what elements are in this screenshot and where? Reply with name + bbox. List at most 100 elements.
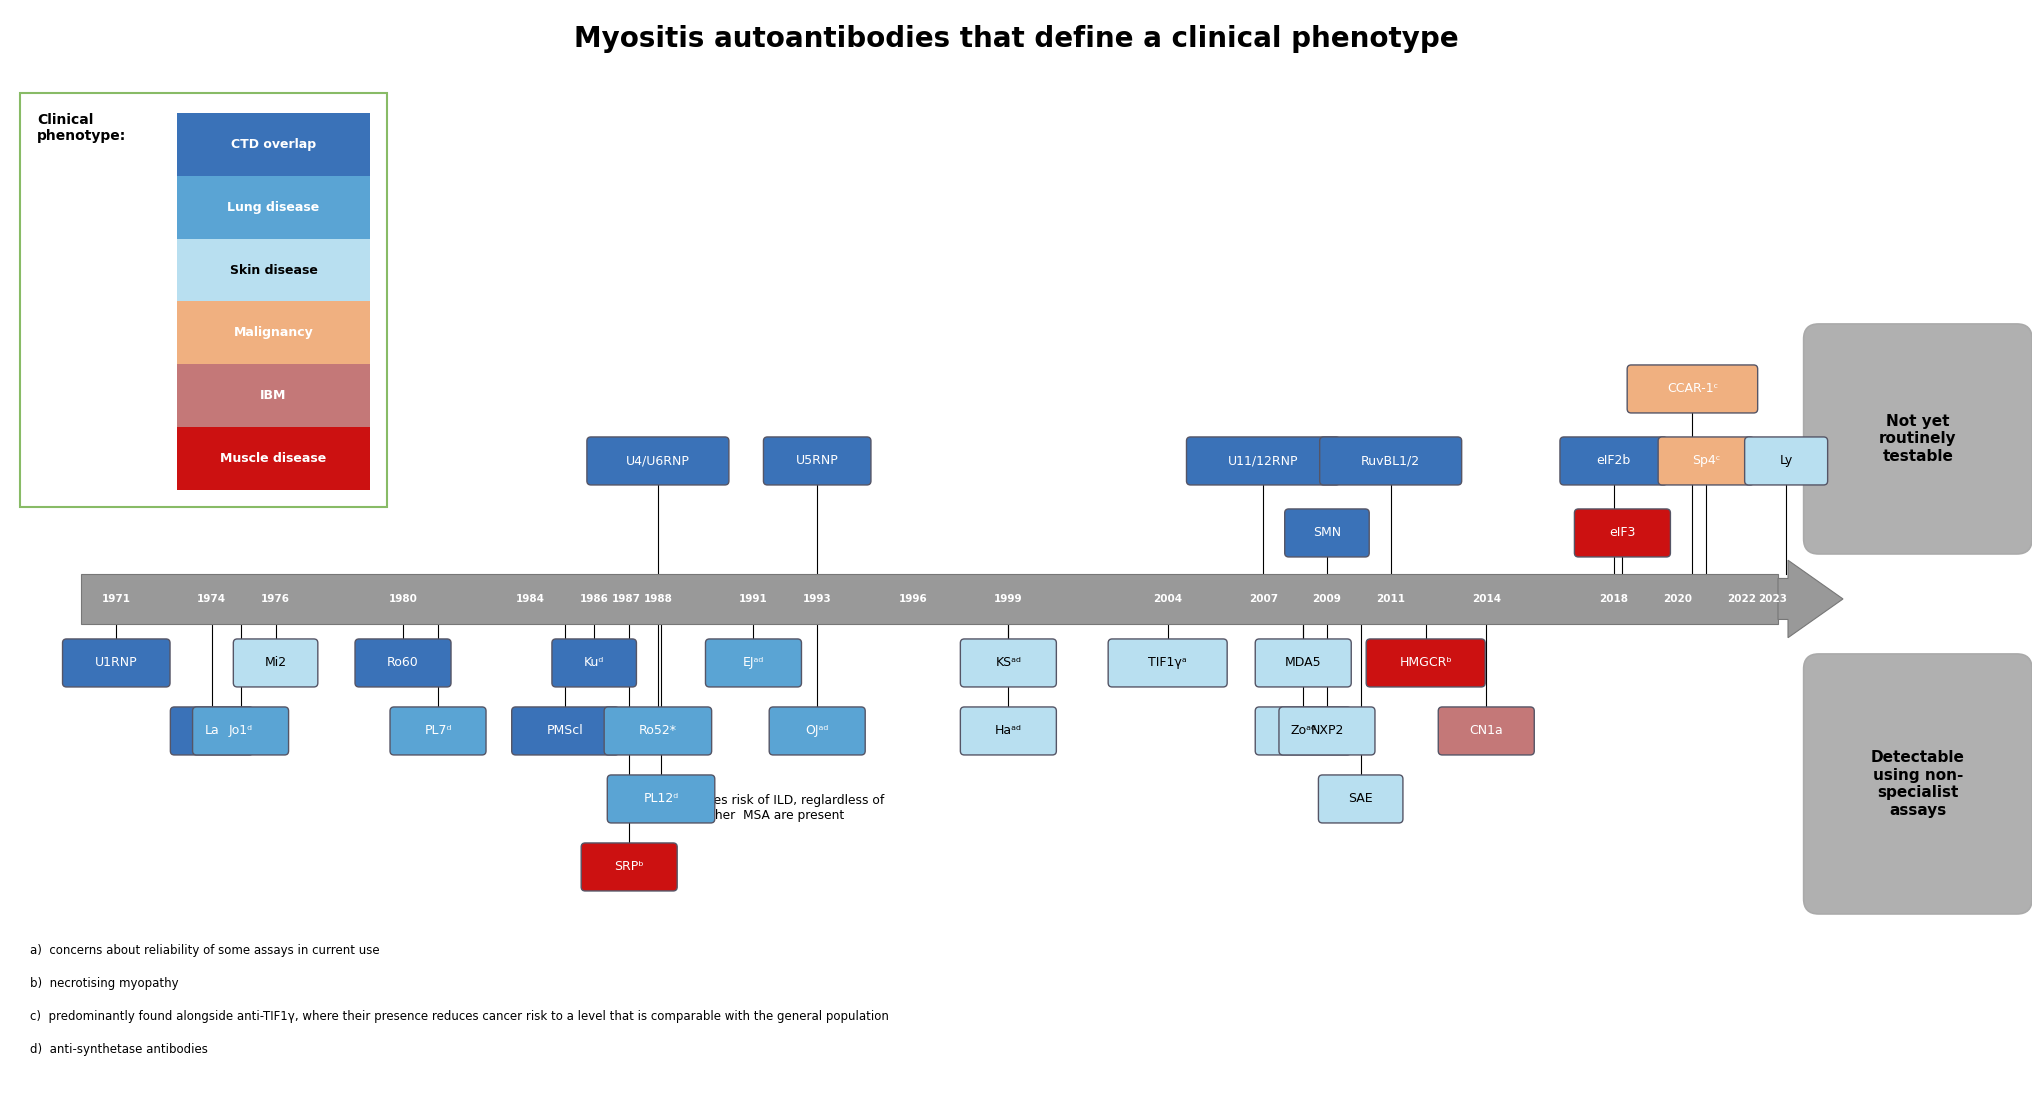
Text: 1996: 1996	[898, 593, 927, 604]
FancyBboxPatch shape	[1284, 509, 1370, 557]
FancyBboxPatch shape	[764, 437, 872, 485]
Text: Malignancy: Malignancy	[234, 326, 313, 340]
FancyBboxPatch shape	[1575, 509, 1670, 557]
Text: 2011: 2011	[1376, 593, 1406, 604]
Text: SAE: SAE	[1349, 792, 1374, 806]
Text: La: La	[205, 724, 219, 737]
Text: Myositis autoantibodies that define a clinical phenotype: Myositis autoantibodies that define a cl…	[573, 25, 1459, 53]
Text: Ly: Ly	[1780, 455, 1792, 467]
Text: 2022: 2022	[1727, 593, 1756, 604]
FancyBboxPatch shape	[553, 639, 636, 687]
Text: a)  concerns about reliability of some assays in current use: a) concerns about reliability of some as…	[30, 944, 380, 957]
Text: Ro60: Ro60	[388, 656, 419, 669]
Text: 1984: 1984	[516, 593, 545, 604]
FancyBboxPatch shape	[604, 707, 711, 755]
FancyBboxPatch shape	[1628, 365, 1758, 413]
Text: d)  anti-synthetase antibodies: d) anti-synthetase antibodies	[30, 1043, 207, 1056]
FancyBboxPatch shape	[356, 639, 451, 687]
Text: Skin disease: Skin disease	[230, 264, 317, 277]
Text: eIF2b: eIF2b	[1597, 455, 1632, 467]
FancyBboxPatch shape	[1745, 437, 1827, 485]
Text: U4/U6RNP: U4/U6RNP	[626, 455, 689, 467]
Text: 2007: 2007	[1250, 593, 1278, 604]
Text: Jo1ᵈ: Jo1ᵈ	[228, 724, 252, 737]
Text: CTD overlap: CTD overlap	[232, 137, 317, 151]
Text: 1993: 1993	[803, 593, 831, 604]
Text: *Increases risk of ILD, reglardless of
which other  MSA are present: *Increases risk of ILD, reglardless of w…	[662, 793, 884, 822]
FancyBboxPatch shape	[177, 238, 370, 301]
Text: NXP2: NXP2	[1311, 724, 1343, 737]
Text: Mi2: Mi2	[264, 656, 287, 669]
FancyBboxPatch shape	[1439, 707, 1534, 755]
Text: Muscle disease: Muscle disease	[219, 452, 327, 465]
Text: Lung disease: Lung disease	[228, 201, 319, 213]
FancyBboxPatch shape	[1107, 639, 1227, 687]
Text: Zoᵃᵈ: Zoᵃᵈ	[1290, 724, 1317, 737]
Text: c)  predominantly found alongside anti-TIF1γ, where their presence reduces cance: c) predominantly found alongside anti-TI…	[30, 1010, 888, 1023]
Text: Detectable
using non-
specialist
assays: Detectable using non- specialist assays	[1871, 751, 1965, 818]
Text: 2014: 2014	[1471, 593, 1502, 604]
Text: CN1a: CN1a	[1469, 724, 1504, 737]
Text: TIF1γᵃ: TIF1γᵃ	[1148, 656, 1187, 669]
Text: IBM: IBM	[260, 389, 287, 402]
Text: b)  necrotising myopathy: b) necrotising myopathy	[30, 977, 179, 990]
Text: PMScl: PMScl	[547, 724, 583, 737]
Text: 1980: 1980	[388, 593, 417, 604]
FancyBboxPatch shape	[1256, 707, 1351, 755]
Text: Ro52*: Ro52*	[638, 724, 677, 737]
Text: OJᵃᵈ: OJᵃᵈ	[805, 724, 829, 737]
Text: Not yet
routinely
testable: Not yet routinely testable	[1880, 414, 1957, 464]
Text: 1999: 1999	[994, 593, 1022, 604]
Text: 2009: 2009	[1313, 593, 1341, 604]
FancyBboxPatch shape	[705, 639, 801, 687]
Text: eIF3: eIF3	[1609, 526, 1636, 540]
Text: HMGCRᵇ: HMGCRᵇ	[1400, 656, 1453, 669]
Text: 1988: 1988	[644, 593, 673, 604]
Text: 1987: 1987	[612, 593, 640, 604]
Text: SMN: SMN	[1313, 526, 1341, 540]
FancyBboxPatch shape	[193, 707, 289, 755]
Text: RuvBL1/2: RuvBL1/2	[1361, 455, 1420, 467]
FancyBboxPatch shape	[1278, 707, 1376, 755]
FancyBboxPatch shape	[20, 93, 386, 507]
Text: PL12ᵈ: PL12ᵈ	[644, 792, 679, 806]
Text: 2020: 2020	[1662, 593, 1693, 604]
FancyBboxPatch shape	[1804, 324, 2032, 554]
FancyBboxPatch shape	[171, 707, 254, 755]
FancyBboxPatch shape	[770, 707, 866, 755]
FancyBboxPatch shape	[961, 707, 1057, 755]
Text: Haᵃᵈ: Haᵃᵈ	[996, 724, 1022, 737]
Text: Kuᵈ: Kuᵈ	[583, 656, 604, 669]
FancyBboxPatch shape	[1658, 437, 1754, 485]
Text: EJᵃᵈ: EJᵃᵈ	[744, 656, 764, 669]
FancyBboxPatch shape	[177, 113, 370, 176]
Text: 1991: 1991	[740, 593, 768, 604]
Text: MDA5: MDA5	[1284, 656, 1321, 669]
Text: KSᵃᵈ: KSᵃᵈ	[996, 656, 1022, 669]
Text: PL7ᵈ: PL7ᵈ	[425, 724, 451, 737]
Text: 1974: 1974	[197, 593, 226, 604]
Text: SRPᵇ: SRPᵇ	[614, 861, 644, 874]
FancyBboxPatch shape	[587, 437, 729, 485]
Text: U1RNP: U1RNP	[96, 656, 138, 669]
Text: 2018: 2018	[1599, 593, 1628, 604]
Text: U5RNP: U5RNP	[797, 455, 839, 467]
FancyBboxPatch shape	[81, 574, 1778, 624]
Text: U11/12RNP: U11/12RNP	[1227, 455, 1298, 467]
FancyBboxPatch shape	[177, 365, 370, 428]
FancyBboxPatch shape	[1561, 437, 1668, 485]
FancyBboxPatch shape	[390, 707, 486, 755]
Text: Sp4ᶜ: Sp4ᶜ	[1693, 455, 1721, 467]
FancyBboxPatch shape	[581, 843, 677, 891]
FancyBboxPatch shape	[63, 639, 171, 687]
FancyBboxPatch shape	[608, 775, 715, 823]
Text: 2023: 2023	[1758, 593, 1788, 604]
FancyBboxPatch shape	[961, 639, 1057, 687]
FancyBboxPatch shape	[1256, 639, 1351, 687]
Text: 1976: 1976	[260, 593, 291, 604]
FancyBboxPatch shape	[177, 301, 370, 365]
FancyBboxPatch shape	[1319, 437, 1461, 485]
FancyBboxPatch shape	[1187, 437, 1339, 485]
FancyBboxPatch shape	[512, 707, 620, 755]
Text: 2004: 2004	[1152, 593, 1183, 604]
